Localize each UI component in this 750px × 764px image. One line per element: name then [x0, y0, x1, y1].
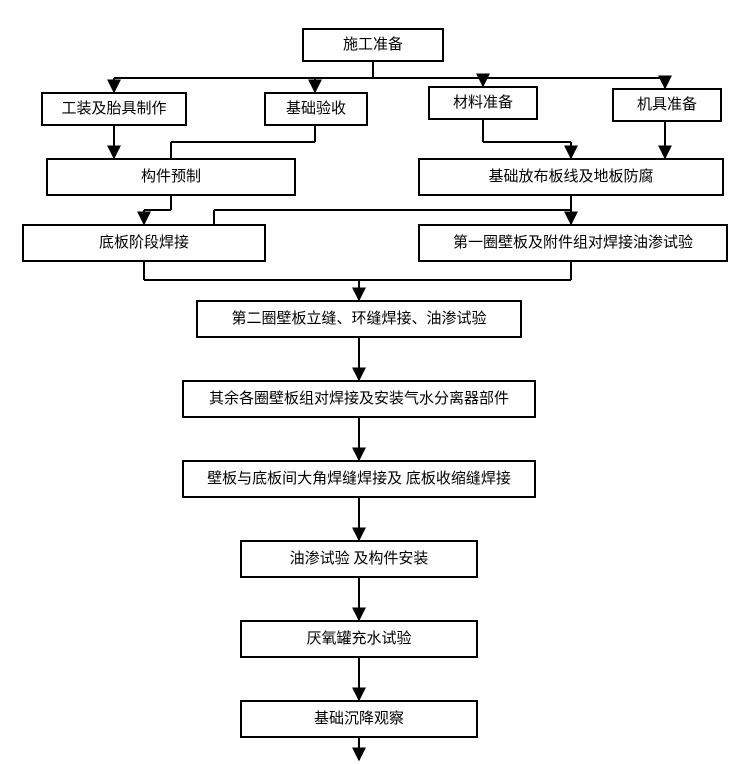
node-label: 机具准备	[637, 96, 697, 114]
node-label: 工装及胎具制作	[61, 100, 166, 118]
node-equipment-prep: 机具准备	[612, 88, 722, 122]
node-label: 其余各圈壁板组对焊接及安装气水分离器部件	[209, 390, 509, 408]
node-label: 底板阶段焊接	[99, 234, 189, 252]
node-oil-test: 油渗试验 及构件安装	[240, 540, 478, 578]
node-other-rings: 其余各圈壁板组对焊接及安装气水分离器部件	[182, 380, 536, 418]
node-second-ring: 第二圈壁板立缝、环缝焊接、油渗试验	[196, 300, 522, 338]
node-foundation-accept: 基础验收	[264, 92, 368, 126]
node-material-prep: 材料准备	[428, 86, 538, 120]
node-label: 施工准备	[343, 36, 403, 54]
node-label: 油渗试验 及构件安装	[290, 550, 429, 568]
node-bottom-weld: 底板阶段焊接	[22, 224, 266, 262]
node-label: 基础放布板线及地板防腐	[488, 168, 653, 186]
node-label: 第二圈壁板立缝、环缝焊接、油渗试验	[231, 310, 486, 328]
node-label: 壁板与底板间大角焊缝焊接及 底板收缩缝焊接	[207, 470, 511, 488]
node-tooling: 工装及胎具制作	[41, 92, 187, 126]
node-foundation-layout: 基础放布板线及地板防腐	[418, 158, 724, 196]
node-label: 基础验收	[286, 100, 346, 118]
node-label: 构件预制	[141, 168, 201, 186]
node-prefab: 构件预制	[46, 158, 296, 196]
node-start: 施工准备	[302, 28, 444, 62]
node-settlement: 基础沉降观察	[240, 700, 478, 738]
node-first-ring: 第一圈壁板及附件组对焊接油渗试验	[418, 224, 728, 262]
node-label: 第一圈壁板及附件组对焊接油渗试验	[453, 234, 693, 252]
node-label: 基础沉降观察	[314, 710, 404, 728]
node-water-fill: 厌氧罐充水试验	[240, 620, 478, 658]
node-label: 厌氧罐充水试验	[306, 630, 411, 648]
node-label: 材料准备	[453, 94, 513, 112]
node-corner-weld: 壁板与底板间大角焊缝焊接及 底板收缩缝焊接	[182, 460, 536, 498]
